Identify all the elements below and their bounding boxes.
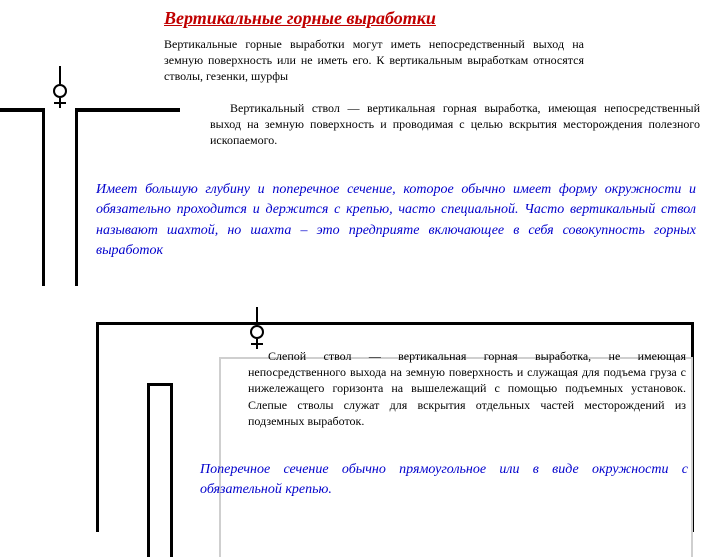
vertical-shaft-note: Имеет большую глубину и поперечное сечен…	[96, 180, 696, 261]
shaft-symbol-icon	[50, 66, 70, 106]
blind-shaft-definition: Слепой ствол — вертикальная горная выраб…	[248, 348, 686, 429]
vertical-shaft-definition: Вертикальный ствол — вертикальная горная…	[210, 100, 700, 149]
shaft-symbol-icon	[247, 307, 267, 347]
intro-paragraph: Вертикальные горные выработки могут имет…	[164, 36, 584, 85]
page-title: Вертикальные горные выработки	[164, 8, 436, 29]
blind-shaft-note: Поперечное сечение обычно прямоугольное …	[200, 460, 688, 501]
